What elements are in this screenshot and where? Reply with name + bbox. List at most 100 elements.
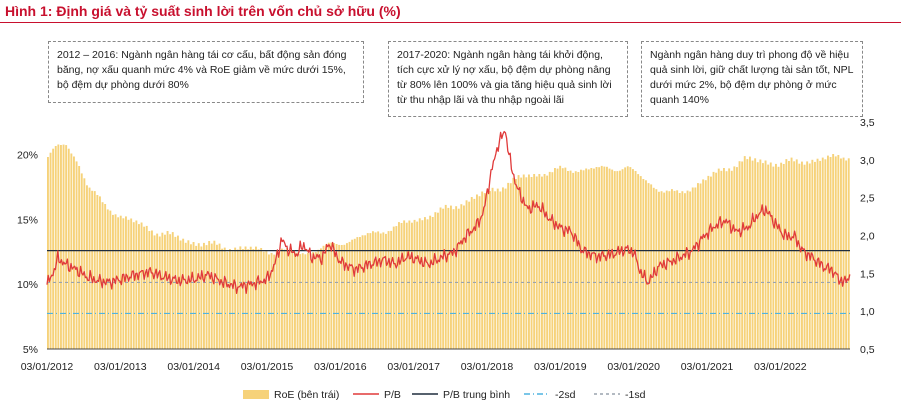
left-tick-label: 15% <box>17 214 38 226</box>
roe-bar <box>442 208 445 349</box>
roe-bar <box>83 178 86 349</box>
roe-bar <box>268 254 270 349</box>
roe-bar <box>247 249 250 349</box>
roe-bar <box>439 207 442 349</box>
roe-bar <box>798 163 801 349</box>
roe-bar <box>600 165 603 349</box>
roe-bar <box>468 201 471 349</box>
roe-bar <box>704 180 707 349</box>
roe-bar <box>803 164 806 349</box>
roe-bar <box>127 219 130 349</box>
roe-bar <box>522 174 525 349</box>
roe-bar <box>190 244 192 349</box>
annotation-2021-2022: Ngành ngân hàng duy trì phong độ về hiệu… <box>641 41 863 117</box>
pb-line <box>46 130 851 295</box>
roe-bar <box>93 191 96 349</box>
roe-bar <box>195 245 198 349</box>
roe-bar <box>361 235 364 349</box>
roe-bar <box>330 242 333 349</box>
roe-bar <box>73 156 75 349</box>
x-tick-label: 03/01/2014 <box>167 361 220 373</box>
roe-bar <box>171 232 174 349</box>
roe-bar <box>481 191 484 349</box>
roe-bar <box>478 196 481 349</box>
roe-bar <box>434 212 437 349</box>
roe-bar <box>151 230 153 349</box>
roe-bar <box>650 184 653 349</box>
roe-bar <box>626 166 629 349</box>
roe-bar <box>281 248 283 349</box>
roe-bar <box>288 250 291 349</box>
roe-bar <box>775 163 777 349</box>
roe-bar <box>184 242 187 349</box>
roe-bar <box>447 207 450 349</box>
annotation-2017-2020: 2017-2020: Ngành ngân hàng tái khởi động… <box>388 41 628 117</box>
roe-bar <box>647 183 650 349</box>
roe-bar <box>543 174 546 349</box>
roe-bar <box>832 154 835 349</box>
roe-bar <box>473 198 476 349</box>
legend-label: RoE (bên trái) <box>274 389 339 401</box>
roe-bar <box>353 238 356 349</box>
roe-bar <box>164 234 166 349</box>
roe-bar <box>109 210 112 349</box>
roe-bar <box>236 249 239 349</box>
roe-bar <box>385 233 387 349</box>
roe-bar <box>655 189 658 349</box>
x-tick-label: 03/01/2016 <box>314 361 367 373</box>
roe-bar <box>699 183 702 349</box>
roe-bar <box>437 212 439 349</box>
roe-bar <box>671 189 673 349</box>
roe-bar <box>312 252 315 349</box>
roe-bar <box>294 252 296 349</box>
roe-bar <box>663 192 666 349</box>
roe-bar <box>499 191 502 349</box>
roe-bar <box>507 182 510 349</box>
roe-bar <box>153 235 156 349</box>
roe-bar <box>574 171 577 349</box>
roe-bar <box>668 191 671 349</box>
roe-bar <box>255 246 257 349</box>
roe-bar <box>829 157 832 349</box>
roe-bar <box>793 161 796 349</box>
roe-bar <box>554 168 556 349</box>
roe-bar <box>751 160 754 349</box>
roe-bar <box>403 220 406 349</box>
roe-bar <box>213 240 216 349</box>
roe-bar <box>262 251 265 349</box>
roe-bar <box>359 237 361 349</box>
roe-bar <box>99 196 101 349</box>
roe-bar <box>694 187 697 349</box>
right-tick-label: 2,0 <box>860 231 875 243</box>
roe-bar <box>364 235 367 349</box>
roe-bar <box>637 174 640 349</box>
roe-bar <box>530 177 533 349</box>
roe-bars <box>47 144 850 349</box>
roe-bar <box>366 233 369 349</box>
roe-bar <box>309 253 312 349</box>
roe-bar <box>551 172 554 349</box>
roe-bar <box>509 183 512 349</box>
roe-bar <box>678 193 681 349</box>
roe-bar <box>684 193 686 349</box>
roe-bar <box>91 190 94 349</box>
left-tick-label: 5% <box>23 344 38 356</box>
roe-bar <box>769 162 772 349</box>
roe-bar <box>431 217 434 349</box>
roe-bar <box>795 159 798 349</box>
roe-bar <box>504 188 507 349</box>
right-tick-label: 3,5 <box>860 117 875 129</box>
roe-bar <box>759 159 762 349</box>
roe-bar <box>67 148 70 349</box>
roe-bar <box>515 179 517 349</box>
roe-bar <box>749 156 751 349</box>
roe-bar <box>96 195 99 349</box>
roe-bar <box>179 240 182 349</box>
roe-bar <box>208 241 211 349</box>
x-tick-label: 03/01/2018 <box>461 361 514 373</box>
roe-bar <box>177 235 179 349</box>
right-tick-label: 1,5 <box>860 268 875 280</box>
roe-bar <box>169 234 172 349</box>
roe-bar <box>286 248 289 349</box>
